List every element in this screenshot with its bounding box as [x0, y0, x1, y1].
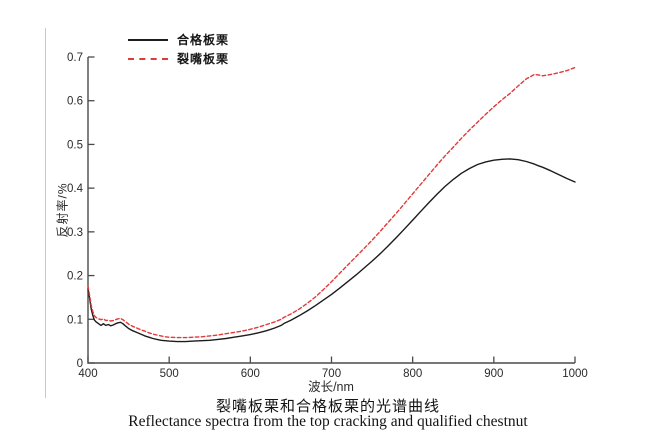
y-tick-label: 0.6 [67, 96, 83, 108]
series-line-0 [87, 158, 576, 343]
series-line-1 [87, 66, 576, 339]
y-tick-label: 0.1 [67, 314, 83, 326]
x-tick-label: 600 [241, 368, 260, 380]
legend-line-dashed-icon [128, 57, 168, 60]
x-tick-label: 800 [403, 368, 422, 380]
y-tick-label: 0 [77, 358, 83, 370]
y-tick-label: 0.2 [67, 271, 83, 283]
x-tick-label: 500 [160, 368, 179, 380]
y-tick-label: 0.3 [67, 227, 83, 239]
x-tick-label: 700 [322, 368, 341, 380]
y-tick-label: 0.4 [67, 183, 84, 195]
y-tick-label: 0.7 [67, 52, 83, 64]
x-tick-label: 400 [78, 368, 97, 380]
caption-english: Reflectance spectra from the top crackin… [128, 413, 528, 430]
legend-label-qualified: 合格板栗 [177, 33, 230, 47]
caption-chinese: 裂嘴板栗和合格板栗的光谱曲线 [215, 399, 440, 415]
legend: 合格板栗 裂嘴板栗 [128, 30, 229, 68]
x-axis-title: 波长/nm [308, 380, 354, 394]
x-tick-label: 1000 [562, 368, 588, 380]
legend-item-qualified: 合格板栗 [128, 30, 229, 49]
x-tick-label: 900 [484, 368, 503, 380]
axes [87, 57, 575, 364]
legend-line-solid-icon [128, 38, 168, 41]
left-border-line [45, 28, 46, 398]
legend-item-cracked: 裂嘴板栗 [128, 49, 229, 68]
legend-label-cracked: 裂嘴板栗 [177, 52, 230, 66]
y-tick-label: 0.5 [67, 139, 83, 151]
y-axis-title: 反射率/% [55, 182, 70, 238]
